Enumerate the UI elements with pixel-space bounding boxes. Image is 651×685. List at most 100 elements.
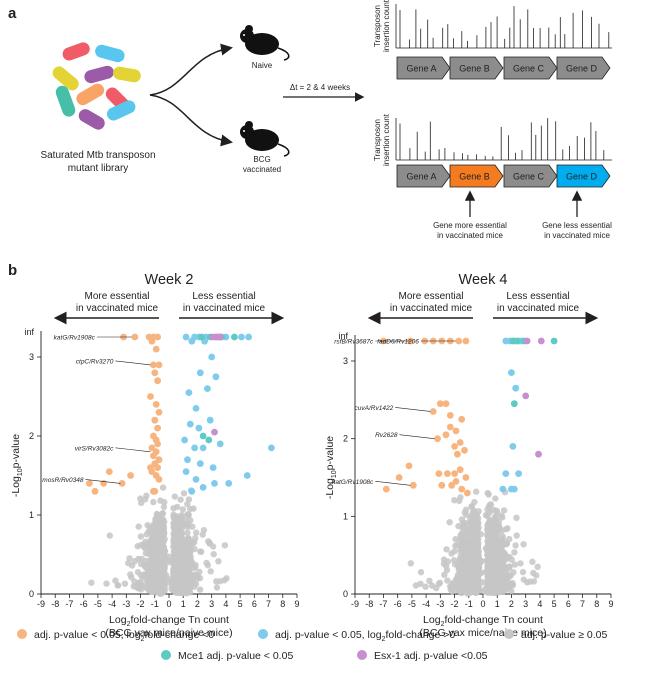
point-ns	[177, 556, 184, 564]
point-ns	[470, 522, 477, 530]
point-ns	[182, 522, 189, 530]
y-tick-label-inf: inf	[24, 327, 34, 337]
point-ns	[448, 550, 455, 557]
point-ns	[188, 581, 195, 588]
point-ns	[191, 564, 198, 571]
x-tick-label: 4	[223, 599, 228, 609]
annotation-line	[399, 434, 435, 439]
point-ns	[137, 533, 145, 540]
point-ns	[464, 529, 471, 536]
point-ns	[442, 562, 450, 570]
data-point	[458, 485, 466, 493]
data-point	[155, 408, 163, 416]
point-ns	[511, 561, 519, 568]
point-ns	[495, 526, 503, 533]
data-point	[238, 333, 245, 341]
data-point	[444, 470, 451, 477]
point-ns	[88, 579, 95, 586]
bcg-label-line2: vaccinated	[243, 165, 281, 174]
data-point	[462, 337, 470, 345]
x-tick-label: 1	[181, 599, 186, 609]
x-tick-label: 9	[608, 599, 613, 609]
data-point	[461, 446, 468, 454]
y-axis-label: -Log10p-value	[324, 436, 338, 499]
x-axis-label: Log2fold-change Tn count	[423, 614, 543, 628]
point-ns	[486, 577, 493, 584]
point-ns	[138, 555, 145, 563]
data-point	[456, 439, 464, 446]
gene-arrow	[396, 164, 451, 188]
point-ns	[137, 578, 144, 586]
point-ns	[221, 542, 229, 549]
legend-neg: adj. p-value < 0.05, log2fold-change <0	[34, 629, 214, 643]
data-point	[212, 373, 220, 381]
data-point	[268, 444, 275, 452]
point-ns	[500, 507, 508, 514]
gene-label: Gene D	[566, 172, 598, 182]
x-tick-label: 9	[294, 599, 299, 609]
x-tick-label: -7	[379, 599, 387, 609]
point-ns	[486, 549, 493, 556]
data-point	[523, 337, 531, 345]
data-point	[151, 416, 159, 424]
legend-ns: adj. p-value ≥ 0.05	[521, 629, 607, 641]
point-ns	[534, 563, 541, 570]
insertion-ylabel-bottom-1: Transposon	[373, 119, 382, 161]
bacteria-library-icon	[52, 42, 141, 130]
point-ns	[512, 542, 519, 549]
plot-title: Week 4	[459, 272, 508, 288]
x-tick-label: -4	[422, 599, 430, 609]
gene-arrow	[556, 164, 611, 188]
data-point	[512, 384, 520, 392]
point-ns	[493, 507, 500, 514]
point-ns	[158, 568, 165, 575]
data-point	[434, 435, 441, 443]
data-point	[192, 476, 200, 483]
point-ns	[176, 562, 184, 569]
point-ns	[498, 512, 505, 519]
point-ns	[156, 582, 163, 589]
x-tick-label: 8	[594, 599, 599, 609]
point-ns	[460, 568, 467, 576]
data-point	[198, 333, 206, 341]
legend-swatch-ns	[504, 629, 514, 639]
data-point	[456, 466, 464, 474]
data-point	[510, 400, 518, 408]
point-ns	[473, 488, 480, 495]
data-point	[199, 444, 207, 452]
annotation-line	[115, 447, 151, 453]
gene-arrow	[396, 56, 451, 80]
direction-label: More essential	[84, 291, 149, 302]
point-ns	[519, 568, 527, 576]
data-point	[205, 436, 213, 444]
point-ns	[152, 570, 159, 577]
y-tick-label: 2	[29, 431, 34, 441]
point-ns	[135, 523, 142, 530]
point-ns	[464, 520, 471, 527]
data-point	[196, 460, 204, 467]
point-ns	[159, 521, 167, 529]
point-ns	[506, 564, 513, 571]
annotation-label: mosR/Rv0348	[42, 477, 84, 484]
data-point	[211, 480, 218, 487]
gene-track-naive: Gene A Gene B Gene C Gene D	[396, 56, 611, 80]
naive-mouse-icon	[240, 25, 290, 61]
point-ns	[503, 526, 510, 533]
point-ns	[137, 572, 145, 579]
point-ns	[485, 569, 492, 576]
legend-swatch-pos	[258, 629, 268, 639]
point-ns	[486, 527, 494, 535]
point-ns	[455, 582, 463, 590]
data-point	[118, 480, 126, 487]
plot-title: Week 2	[145, 272, 194, 288]
x-tick-label: 1	[495, 599, 500, 609]
point-ns	[193, 529, 200, 536]
legend-pos: adj. p-value < 0.05, log2fold-change >0	[275, 629, 455, 643]
point-ns	[206, 539, 213, 546]
data-point	[407, 337, 414, 345]
legend-swatch-neg	[17, 629, 27, 639]
point-ns	[161, 498, 168, 506]
library-label-line1: Saturated Mtb transposon	[40, 150, 155, 161]
point-ns	[179, 506, 186, 513]
